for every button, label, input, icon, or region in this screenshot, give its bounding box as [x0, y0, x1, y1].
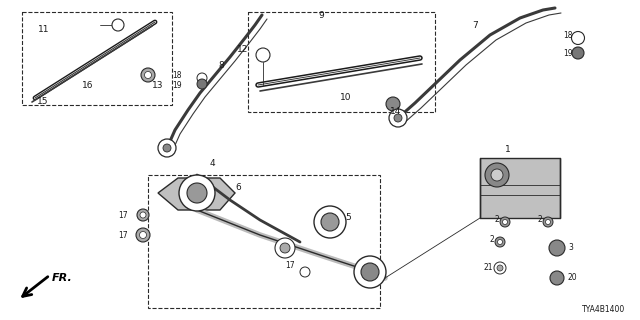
Text: 21: 21	[483, 263, 493, 273]
Circle shape	[141, 68, 155, 82]
Text: 17: 17	[118, 230, 128, 239]
Circle shape	[256, 48, 270, 62]
Circle shape	[361, 263, 379, 281]
Circle shape	[497, 239, 502, 244]
Text: 19: 19	[172, 82, 182, 91]
Text: 17: 17	[118, 211, 128, 220]
Circle shape	[112, 19, 124, 31]
Text: 5: 5	[345, 213, 351, 222]
Circle shape	[179, 175, 215, 211]
Circle shape	[550, 271, 564, 285]
Text: 3: 3	[568, 244, 573, 252]
Text: 15: 15	[37, 98, 49, 107]
Circle shape	[275, 238, 295, 258]
Text: 2: 2	[537, 215, 542, 225]
Circle shape	[500, 217, 510, 227]
Text: 20: 20	[567, 274, 577, 283]
Circle shape	[497, 265, 503, 271]
Circle shape	[140, 212, 146, 218]
Text: 18: 18	[173, 71, 182, 81]
Circle shape	[545, 220, 550, 225]
Text: 12: 12	[237, 45, 248, 54]
Text: 18: 18	[563, 30, 573, 39]
Circle shape	[502, 220, 508, 225]
Circle shape	[386, 97, 400, 111]
Circle shape	[136, 228, 150, 242]
Text: 8: 8	[218, 60, 224, 69]
Circle shape	[137, 209, 149, 221]
Text: 1: 1	[505, 146, 511, 155]
Circle shape	[572, 47, 584, 59]
Circle shape	[491, 169, 503, 181]
Polygon shape	[158, 178, 235, 210]
Text: 2: 2	[489, 236, 494, 244]
Text: 4: 4	[210, 158, 216, 167]
Text: 7: 7	[472, 21, 477, 30]
Text: 14: 14	[390, 108, 401, 116]
Circle shape	[321, 213, 339, 231]
Circle shape	[394, 114, 402, 122]
Text: FR.: FR.	[52, 273, 73, 283]
Circle shape	[572, 31, 584, 44]
Text: 9: 9	[318, 12, 324, 20]
Circle shape	[543, 217, 553, 227]
Text: 16: 16	[82, 81, 93, 90]
Circle shape	[495, 237, 505, 247]
Circle shape	[300, 267, 310, 277]
Circle shape	[280, 243, 290, 253]
Circle shape	[389, 109, 407, 127]
Circle shape	[549, 240, 565, 256]
Text: 11: 11	[38, 26, 49, 35]
Circle shape	[163, 144, 171, 152]
Text: 19: 19	[563, 49, 573, 58]
Circle shape	[197, 73, 207, 83]
Text: 2: 2	[494, 215, 499, 225]
Text: 13: 13	[152, 81, 163, 90]
FancyBboxPatch shape	[480, 158, 560, 218]
Text: TYA4B1400: TYA4B1400	[582, 305, 625, 314]
Circle shape	[314, 206, 346, 238]
Circle shape	[140, 231, 147, 238]
Circle shape	[494, 262, 506, 274]
Text: 6: 6	[235, 183, 241, 193]
Text: 10: 10	[340, 93, 351, 102]
Circle shape	[187, 183, 207, 203]
Circle shape	[197, 79, 207, 89]
Text: 17: 17	[285, 260, 295, 269]
Circle shape	[158, 139, 176, 157]
Circle shape	[145, 71, 152, 78]
Circle shape	[354, 256, 386, 288]
Circle shape	[485, 163, 509, 187]
